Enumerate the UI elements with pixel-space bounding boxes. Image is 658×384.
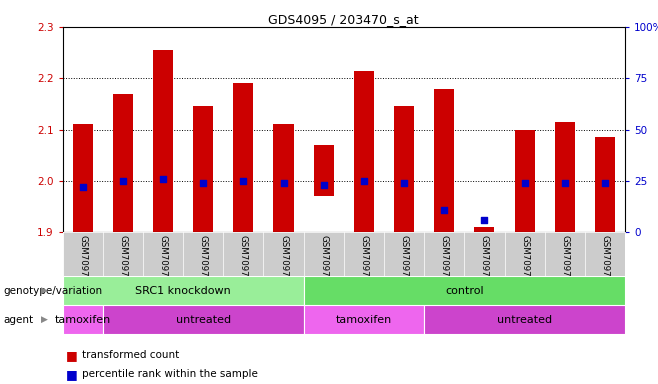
Text: GSM709776: GSM709776	[601, 235, 609, 287]
Bar	[113, 94, 133, 232]
Point	[238, 178, 249, 184]
Bar	[72, 124, 93, 232]
Text: GSM709769: GSM709769	[118, 235, 127, 287]
Text: ▶: ▶	[41, 315, 48, 324]
Text: ■: ■	[66, 368, 78, 381]
Point	[599, 180, 610, 186]
Bar	[424, 305, 625, 334]
Point	[78, 184, 88, 190]
Title: GDS4095 / 203470_s_at: GDS4095 / 203470_s_at	[268, 13, 419, 26]
Text: control: control	[445, 286, 484, 296]
Point	[439, 207, 449, 213]
Bar	[354, 71, 374, 232]
Text: untreated: untreated	[176, 314, 231, 325]
Bar	[193, 106, 213, 232]
Text: percentile rank within the sample: percentile rank within the sample	[82, 369, 258, 379]
Point	[278, 180, 289, 186]
Text: tamoxifen: tamoxifen	[55, 314, 111, 325]
Text: GSM709768: GSM709768	[399, 235, 409, 287]
Point	[158, 176, 168, 182]
Text: GSM709773: GSM709773	[520, 235, 529, 287]
Text: GSM709766: GSM709766	[359, 235, 368, 287]
Text: GSM709777: GSM709777	[440, 235, 449, 287]
Text: GSM709772: GSM709772	[239, 235, 248, 287]
Text: GSM709767: GSM709767	[78, 235, 87, 287]
Text: agent: agent	[3, 314, 34, 325]
Bar	[234, 83, 253, 232]
Bar	[555, 122, 575, 232]
Bar	[153, 50, 173, 232]
Bar	[434, 88, 454, 232]
Bar	[103, 305, 303, 334]
Bar	[515, 129, 535, 232]
Point	[479, 217, 490, 223]
Text: ■: ■	[66, 349, 78, 362]
Bar	[394, 106, 414, 232]
Point	[559, 180, 570, 186]
Bar	[274, 124, 293, 232]
Point	[519, 180, 530, 186]
Text: GSM709770: GSM709770	[480, 235, 489, 287]
Bar	[595, 137, 615, 232]
Bar	[314, 145, 334, 196]
Text: untreated: untreated	[497, 314, 552, 325]
Point	[399, 180, 409, 186]
Text: GSM709771: GSM709771	[199, 235, 208, 287]
Text: GSM709764: GSM709764	[319, 235, 328, 287]
Text: genotype/variation: genotype/variation	[3, 286, 103, 296]
Text: GSM709775: GSM709775	[279, 235, 288, 287]
Text: tamoxifen: tamoxifen	[336, 314, 392, 325]
Bar	[303, 276, 625, 305]
Text: ▶: ▶	[41, 286, 48, 295]
Bar	[303, 305, 424, 334]
Point	[118, 178, 128, 184]
Bar	[474, 227, 495, 232]
Text: SRC1 knockdown: SRC1 knockdown	[135, 286, 231, 296]
Point	[359, 178, 369, 184]
Bar	[63, 276, 303, 305]
Text: GSM709765: GSM709765	[159, 235, 168, 287]
Point	[318, 182, 329, 188]
Text: transformed count: transformed count	[82, 350, 180, 360]
Point	[198, 180, 209, 186]
Bar	[63, 305, 103, 334]
Text: GSM709774: GSM709774	[561, 235, 569, 287]
